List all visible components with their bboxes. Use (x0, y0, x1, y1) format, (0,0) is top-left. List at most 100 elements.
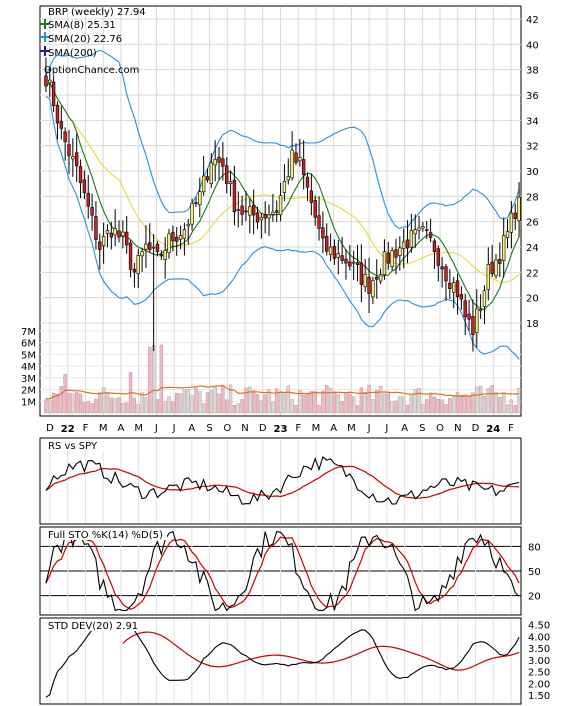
candle-body (51, 81, 56, 106)
sto-k-line (45, 530, 520, 612)
candle-body (251, 204, 256, 216)
volume-bar (144, 397, 148, 414)
volume-bar (140, 392, 144, 414)
volume-bar (121, 403, 125, 414)
candle-body (171, 232, 175, 242)
month-label: F (83, 423, 89, 434)
candle-body (413, 229, 417, 235)
month-label: J (367, 423, 371, 434)
candle-body (221, 158, 225, 167)
candle-body (101, 236, 106, 247)
sma20-swatch-v (44, 32, 46, 42)
candle-body (494, 259, 498, 277)
month-label: A (188, 423, 195, 434)
candle-body (394, 249, 398, 258)
volume-bar (286, 385, 290, 414)
price-axis: 18 20 22 24 26 28 30 32 34 36 38 40 42 (526, 15, 539, 330)
volume-bar (63, 373, 67, 414)
month-label: N (454, 423, 461, 434)
candle-body (301, 159, 306, 175)
month-label: D (46, 423, 54, 434)
volume-bar (505, 404, 510, 414)
volume-bar (382, 393, 387, 414)
sto-tick-label: 80 (528, 542, 541, 553)
volume-bar (163, 401, 167, 414)
candle-body (363, 274, 367, 288)
price-tick-label: 32 (526, 142, 539, 153)
sto-lines (45, 530, 520, 612)
volume-bar (59, 385, 63, 414)
volume-bar (159, 344, 163, 414)
candle-body (271, 211, 275, 215)
candle-body (94, 216, 98, 240)
volume-bar (255, 394, 260, 414)
volume-bar (175, 392, 179, 414)
price-tick-label: 22 (526, 268, 539, 279)
price-tick-label: 40 (526, 40, 539, 51)
candle-body (44, 75, 48, 87)
candle-body (198, 191, 202, 206)
candle-body (513, 212, 517, 220)
candle-body (59, 121, 63, 129)
candle-body (448, 282, 452, 290)
volume-bar (98, 392, 102, 414)
volume-bar (463, 394, 467, 414)
candle-body (48, 79, 52, 83)
volume-bars (44, 344, 521, 414)
price-tick-label: 30 (526, 167, 539, 178)
date-axis: D 22 F M A M J J A S O N D 23 F M A M J J A S O N D 24 F (46, 423, 514, 435)
volume-bar (259, 400, 264, 414)
volume-bar (105, 392, 110, 414)
volume-tick-label: 3M (21, 374, 36, 385)
candle-body (178, 234, 183, 240)
candle-body (167, 233, 171, 253)
candle-body (401, 241, 406, 250)
candle-body (182, 229, 187, 239)
candle-body (455, 280, 460, 298)
volume-bar (444, 404, 448, 414)
candle-body (305, 176, 310, 188)
candle-body (321, 227, 325, 239)
sto-d-line (45, 535, 520, 610)
volume-bar (101, 387, 106, 414)
volume-bar (228, 384, 233, 414)
volume-bar (467, 396, 471, 414)
candle-body (282, 181, 287, 193)
volume-bar (232, 404, 237, 414)
volume-bar (90, 403, 94, 414)
month-label: N (241, 423, 248, 434)
month-label: J (154, 423, 158, 434)
candle-body (236, 209, 240, 211)
candle-body (344, 258, 348, 264)
candle-body (228, 181, 233, 184)
candle-body (125, 231, 129, 246)
sto-tick-label: 20 (528, 592, 541, 603)
volume-bar (421, 403, 425, 414)
volume-bar (336, 393, 340, 414)
candle-body (509, 212, 514, 233)
month-label: F (508, 423, 514, 434)
candle-body (190, 203, 194, 225)
candle-body (225, 165, 229, 184)
volume-bar (263, 394, 267, 414)
month-label: J (172, 423, 176, 434)
candle-body (117, 230, 121, 238)
rs-lines (45, 455, 520, 505)
candle-body (475, 308, 479, 333)
candle-body (159, 254, 164, 257)
volume-bar (267, 389, 271, 414)
std-tick-label: 1.50 (528, 691, 550, 702)
candle-body (378, 274, 383, 282)
candlesticks (44, 57, 521, 352)
volume-bar (171, 401, 175, 414)
legend-sma8: SMA(8) 25.31 (48, 20, 116, 31)
candle-body (294, 152, 298, 163)
candle-body (417, 227, 421, 231)
price-tick-label: 24 (526, 243, 539, 254)
volume-bar (117, 397, 121, 414)
price-tick-label: 38 (526, 66, 539, 77)
std-title-bg (41, 619, 143, 631)
candle-body (186, 223, 190, 227)
volume-tick-label: 6M (21, 339, 36, 350)
candle-body (163, 250, 167, 260)
